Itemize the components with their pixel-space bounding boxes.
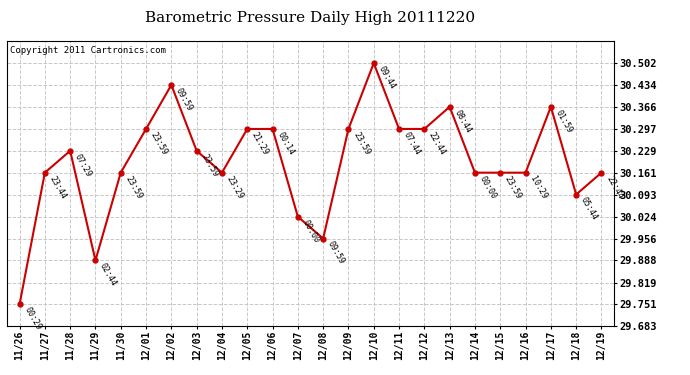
Text: 21:29: 21:29 bbox=[250, 130, 270, 156]
Text: 07:29: 07:29 bbox=[73, 152, 93, 178]
Text: 07:44: 07:44 bbox=[402, 130, 422, 156]
Text: 22:44: 22:44 bbox=[427, 130, 447, 156]
Text: Copyright 2011 Cartronics.com: Copyright 2011 Cartronics.com bbox=[10, 45, 166, 54]
Text: 00:14: 00:14 bbox=[275, 130, 295, 156]
Text: 00:00: 00:00 bbox=[477, 174, 498, 200]
Text: Barometric Pressure Daily High 20111220: Barometric Pressure Daily High 20111220 bbox=[146, 11, 475, 25]
Text: 02:44: 02:44 bbox=[98, 262, 119, 288]
Text: 09:59: 09:59 bbox=[326, 240, 346, 266]
Text: 01:59: 01:59 bbox=[553, 108, 574, 134]
Text: 23:59: 23:59 bbox=[124, 174, 144, 200]
Text: 23:59: 23:59 bbox=[149, 130, 169, 156]
Text: 23:44: 23:44 bbox=[48, 174, 68, 200]
Text: 23:59: 23:59 bbox=[351, 130, 371, 156]
Text: 09:59: 09:59 bbox=[174, 86, 195, 112]
Text: 22:44: 22:44 bbox=[604, 174, 624, 200]
Text: 00:00: 00:00 bbox=[301, 218, 321, 244]
Text: 10:29: 10:29 bbox=[529, 174, 549, 200]
Text: 05:44: 05:44 bbox=[579, 196, 599, 222]
Text: 00:29: 00:29 bbox=[22, 306, 43, 332]
Text: 09:44: 09:44 bbox=[377, 64, 397, 91]
Text: 23:59: 23:59 bbox=[199, 152, 219, 178]
Text: 08:44: 08:44 bbox=[453, 108, 473, 134]
Text: 23:29: 23:29 bbox=[225, 174, 245, 200]
Text: 23:59: 23:59 bbox=[503, 174, 523, 200]
